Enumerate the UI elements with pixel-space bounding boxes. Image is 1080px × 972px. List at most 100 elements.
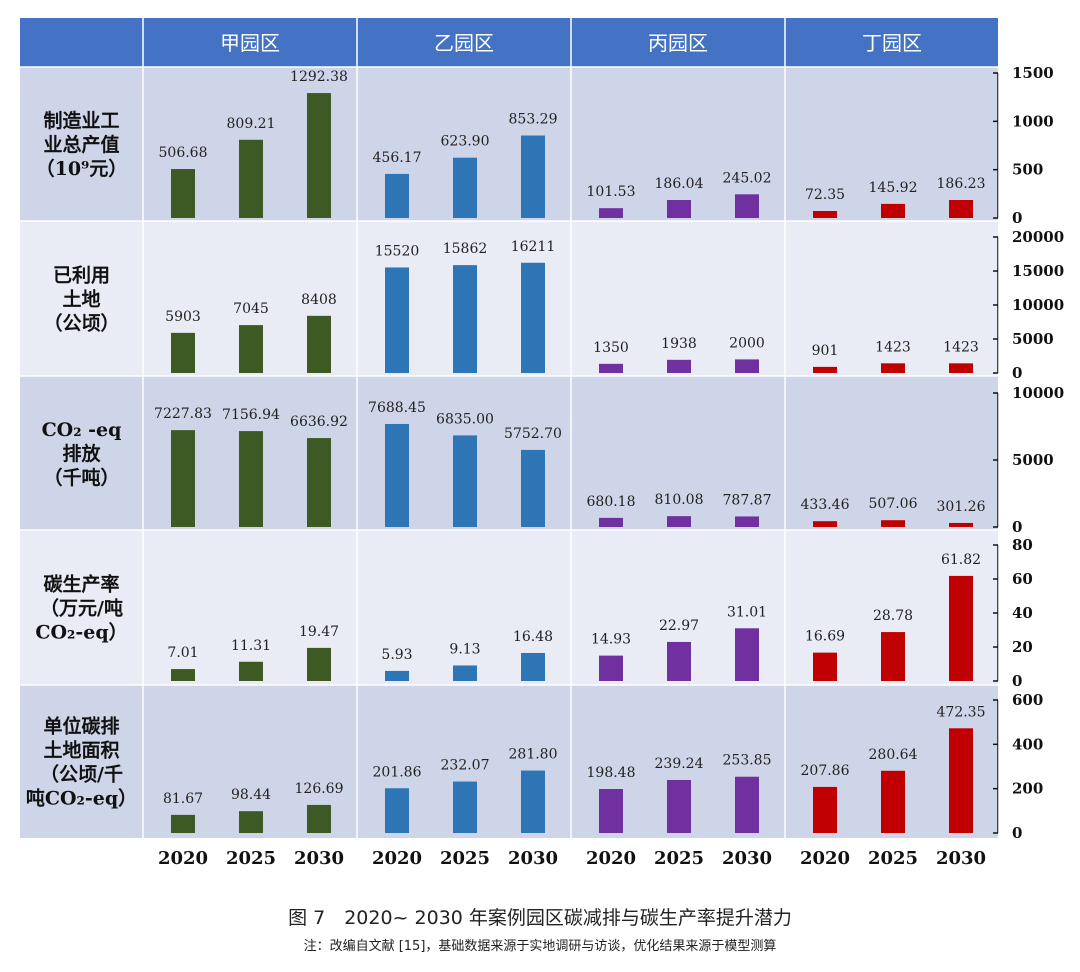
bar	[881, 520, 905, 527]
bar	[171, 169, 195, 218]
y-tick-label: 0	[1012, 364, 1022, 382]
data-label: 7045	[233, 301, 269, 317]
panel-label: （公顷）	[43, 312, 119, 335]
data-label: 301.26	[937, 499, 986, 515]
data-label: 1350	[593, 340, 629, 356]
bar	[667, 200, 691, 218]
panel-label: 制造业工	[43, 109, 119, 132]
bar	[307, 93, 331, 218]
data-label: 6636.92	[290, 414, 348, 430]
data-label: 81.67	[163, 791, 203, 807]
bar	[881, 203, 905, 218]
data-label: 14.93	[591, 632, 631, 648]
data-label: 207.86	[801, 763, 850, 779]
panel-label: 业总产值	[43, 133, 119, 156]
bar	[385, 670, 409, 681]
y-tick-label: 500	[1012, 161, 1043, 179]
bar	[881, 363, 905, 373]
data-label: 5.93	[381, 647, 412, 663]
data-label: 22.97	[659, 618, 699, 634]
panel-label: 碳生产率	[43, 573, 119, 596]
data-label: 145.92	[869, 180, 918, 196]
bar	[307, 804, 331, 833]
data-label: 1938	[661, 336, 697, 352]
y-tick-label: 5000	[1012, 451, 1054, 469]
bar	[949, 363, 973, 373]
panel-background	[20, 67, 998, 221]
bar	[171, 430, 195, 527]
data-label: 19.47	[299, 624, 339, 640]
y-tick-label: 1500	[1012, 64, 1054, 82]
bar	[667, 641, 691, 681]
data-label: 15520	[375, 243, 420, 259]
bar	[307, 315, 331, 373]
bar	[385, 423, 409, 527]
bar	[171, 332, 195, 373]
data-label: 186.23	[937, 176, 986, 192]
data-label: 16.48	[513, 629, 553, 645]
bar	[949, 199, 973, 218]
bar	[813, 786, 837, 833]
data-label: 5752.70	[504, 426, 562, 442]
bar	[239, 139, 263, 218]
bar	[171, 669, 195, 681]
data-label: 623.90	[441, 134, 490, 150]
y-tick-label: 5000	[1012, 330, 1054, 348]
data-label: 239.24	[655, 756, 704, 772]
data-label: 507.06	[869, 496, 918, 512]
data-label: 809.21	[227, 116, 276, 132]
bar	[239, 431, 263, 527]
data-label: 9.13	[449, 641, 480, 657]
x-tick-label: 2025	[654, 848, 704, 869]
y-tick-label: 0	[1012, 672, 1022, 690]
data-label: 1423	[943, 339, 979, 355]
y-tick-label: 10000	[1012, 296, 1064, 314]
data-label: 7227.83	[154, 406, 212, 422]
data-label: 201.86	[373, 764, 422, 780]
data-label: 901	[812, 343, 839, 359]
header-1: 甲园区	[220, 31, 280, 55]
x-tick-label: 2020	[800, 848, 850, 869]
x-tick-label: 2030	[936, 848, 986, 869]
data-label: 61.82	[941, 552, 981, 568]
data-label: 7156.94	[222, 407, 280, 423]
panel-label: （10⁹元）	[36, 157, 128, 180]
bar	[735, 628, 759, 681]
bar	[667, 359, 691, 373]
bar	[239, 811, 263, 833]
bar	[599, 363, 623, 373]
header-bar	[20, 18, 998, 67]
bar	[735, 194, 759, 218]
data-label: 28.78	[873, 608, 913, 624]
panel-label: 已利用	[53, 265, 110, 287]
data-label: 16211	[511, 239, 556, 255]
data-label: 1292.38	[290, 69, 348, 85]
data-label: 472.35	[937, 704, 986, 720]
bar	[949, 728, 973, 833]
bar	[667, 516, 691, 527]
data-label: 253.85	[723, 753, 772, 769]
panel-label: （万元/吨	[40, 597, 123, 620]
y-tick-label: 0	[1012, 209, 1022, 227]
data-label: 15862	[443, 241, 488, 257]
y-tick-label: 400	[1012, 735, 1043, 753]
panel-label: 排放	[62, 442, 101, 465]
bar	[239, 661, 263, 681]
panel-label: 吨CO₂-eq）	[26, 787, 137, 810]
x-tick-label: 2020	[158, 848, 208, 869]
figure-caption: 图 7 2020~ 2030 年案例园区碳减排与碳生产率提升潜力	[288, 907, 792, 929]
y-tick-label: 10000	[1012, 384, 1064, 402]
data-label: 853.29	[509, 112, 558, 128]
panel-background	[20, 376, 998, 530]
bar	[813, 521, 837, 527]
bar	[599, 655, 623, 681]
data-label: 2000	[729, 335, 765, 351]
data-label: 31.01	[727, 604, 767, 620]
x-tick-label: 2030	[508, 848, 558, 869]
x-tick-label: 2020	[586, 848, 636, 869]
bar	[385, 173, 409, 218]
y-tick-label: 600	[1012, 691, 1043, 709]
bar	[521, 262, 545, 373]
bar	[453, 157, 477, 218]
